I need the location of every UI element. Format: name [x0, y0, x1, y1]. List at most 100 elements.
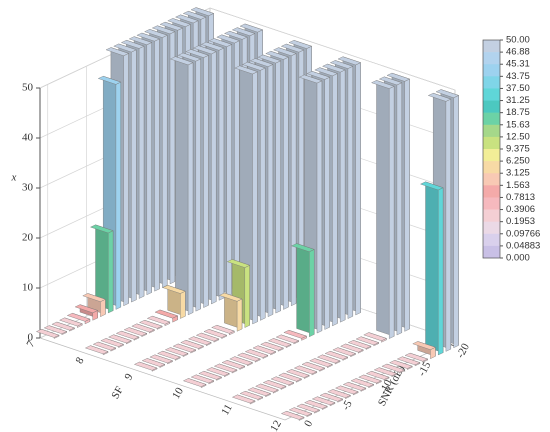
bar: [138, 319, 163, 330]
bar-top: [154, 309, 179, 319]
bar: [198, 370, 223, 381]
bar: [296, 403, 321, 414]
bar-top: [162, 285, 186, 294]
bar-top: [136, 32, 161, 42]
colorbar-label: 0.3906: [506, 204, 535, 215]
colorbar-band: [483, 136, 500, 150]
colorbar-band: [483, 161, 500, 174]
bar-top: [332, 347, 357, 357]
bar-top: [149, 354, 174, 364]
colorbar-label: 9.375: [506, 144, 530, 155]
bar: [169, 56, 194, 316]
bar-top: [321, 63, 346, 73]
bar: [89, 224, 114, 314]
bar: [218, 292, 243, 332]
bar: [190, 374, 215, 385]
bar-top: [92, 341, 117, 351]
bar-top: [311, 396, 336, 406]
bar-top: [200, 41, 225, 51]
sf-tick-label: 7: [24, 338, 37, 349]
colorbar-label: 0.7813: [506, 192, 535, 203]
bar-top: [190, 7, 215, 17]
bar-top: [167, 18, 191, 27]
colorbar-band: [483, 40, 500, 53]
bar-top: [51, 321, 76, 331]
bar-top: [347, 340, 372, 349]
colorbar-label: 0.09766: [506, 228, 540, 239]
bar-top: [435, 89, 460, 99]
colorbar-label: 0.04883: [506, 240, 540, 251]
bar: [66, 312, 91, 325]
bar: [213, 363, 238, 374]
bar: [350, 378, 375, 389]
grid-line: [39, 7, 456, 91]
bar-top: [239, 390, 264, 400]
z-tick-label: 0: [28, 332, 34, 344]
bar: [355, 336, 380, 347]
colorbar-label: 15.63: [506, 119, 530, 130]
bar-front: [123, 53, 129, 307]
bar-top: [218, 292, 243, 302]
bar: [340, 343, 364, 354]
bar: [157, 350, 181, 361]
bar-front: [340, 69, 346, 323]
bar: [247, 387, 272, 398]
colorbar-band: [483, 209, 500, 222]
bar: [283, 329, 308, 341]
bar-top: [159, 21, 184, 31]
bar-top: [231, 394, 256, 404]
bar: [203, 329, 228, 339]
bar: [285, 369, 310, 379]
bar: [35, 328, 60, 339]
bar-front: [234, 40, 240, 294]
bar-top: [265, 50, 289, 60]
bar-top: [185, 49, 210, 58]
bar: [115, 330, 140, 341]
bar-top: [304, 400, 328, 409]
bar-front: [195, 58, 201, 312]
z-tick-label: 50: [22, 82, 34, 94]
bar-top: [285, 369, 310, 378]
bar-top: [306, 71, 331, 80]
bar: [373, 367, 398, 378]
bar-top: [66, 312, 91, 322]
colorbar-band: [483, 173, 500, 186]
bar-front: [169, 31, 176, 285]
bar-top: [128, 36, 153, 46]
colorbar-band: [483, 185, 500, 198]
bar-top: [419, 181, 444, 191]
bar: [92, 341, 117, 352]
bar-top: [195, 332, 220, 342]
bar-top: [337, 56, 362, 66]
bar-top: [293, 365, 318, 375]
bar-top: [82, 293, 106, 302]
bar: [358, 374, 382, 385]
bar-top: [270, 376, 295, 386]
bar: [221, 360, 246, 370]
bar-top: [74, 304, 99, 314]
colorbar-band: [483, 221, 500, 235]
bar-top: [213, 363, 238, 373]
bar-top: [255, 383, 279, 393]
z-tick-label: 40: [22, 132, 34, 144]
bar-front: [404, 78, 410, 332]
bar: [164, 347, 189, 358]
bar: [195, 332, 220, 343]
bar-top: [221, 360, 246, 369]
bar-top: [365, 370, 390, 380]
colorbar-label: 0.1953: [506, 216, 535, 227]
bar: [291, 243, 315, 338]
bar: [100, 338, 125, 348]
bar-top: [260, 341, 284, 351]
bar-top: [141, 358, 166, 367]
snr-tick-label: 0: [302, 418, 315, 429]
z-axis-label: x: [11, 172, 17, 184]
colorbar-label: 12.50: [506, 131, 530, 142]
bar-top: [35, 328, 60, 338]
sf-tick-label: 11: [219, 402, 235, 417]
bar-top: [272, 47, 297, 57]
bar: [275, 334, 300, 345]
bar: [236, 352, 261, 363]
bar-top: [108, 334, 132, 344]
bar-front: [211, 51, 217, 305]
